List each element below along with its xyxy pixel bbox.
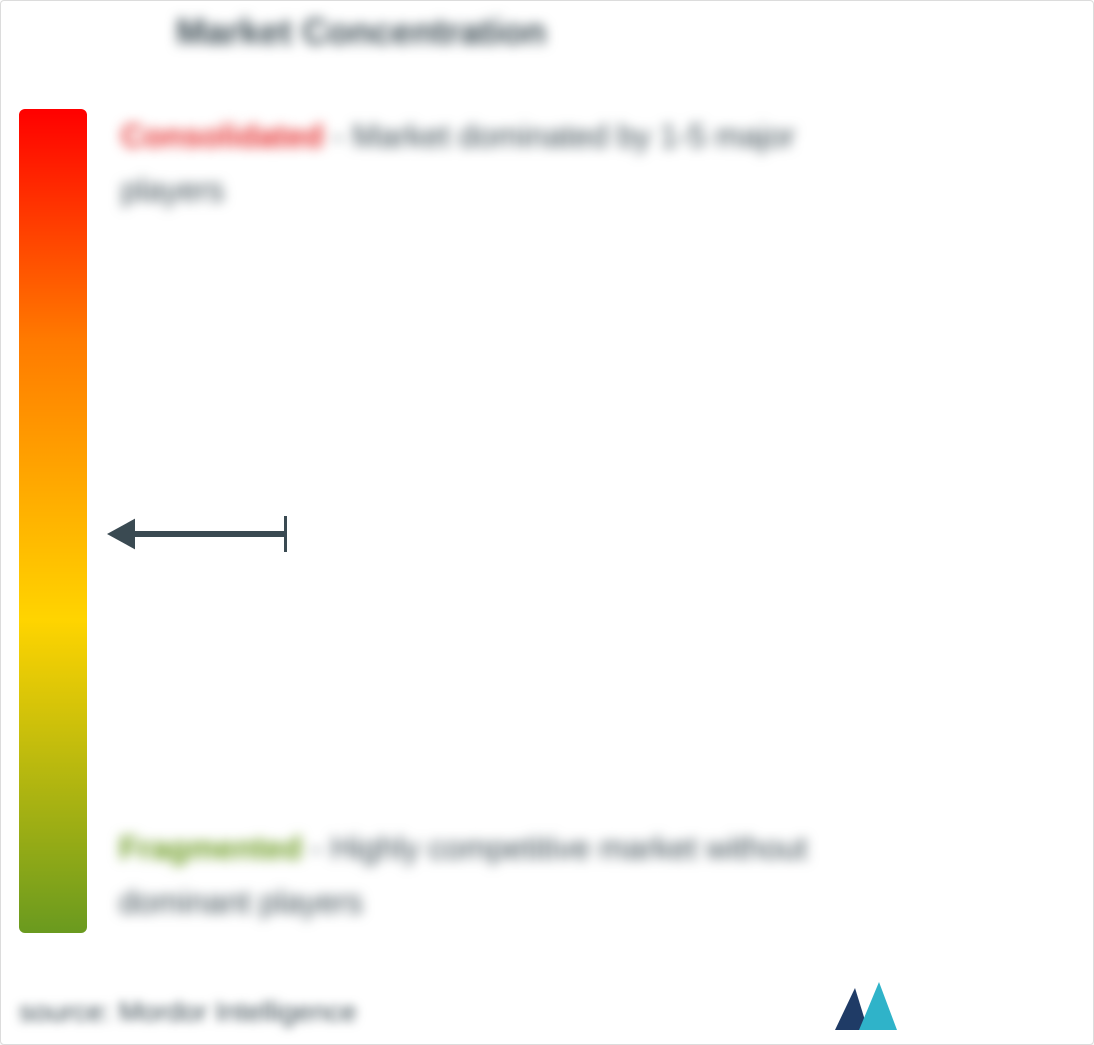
indicator-arrow-icon: [107, 511, 287, 557]
fragmented-lead: Fragmented: [119, 830, 302, 866]
concentration-gradient-bar: [19, 109, 87, 933]
market-concentration-card: Market Concentration Consolidated - Mark…: [0, 0, 1094, 1045]
source-attribution: source: Mordor Intelligence: [19, 996, 357, 1028]
consolidated-lead: Consolidated: [121, 118, 324, 154]
fragmented-label: Fragmented - Highly competitive market w…: [119, 821, 839, 930]
chart-title: Market Concentration: [176, 11, 546, 53]
mordor-logo-icon: [835, 982, 897, 1030]
consolidated-label: Consolidated - Market dominated by 1-5 m…: [121, 109, 841, 218]
